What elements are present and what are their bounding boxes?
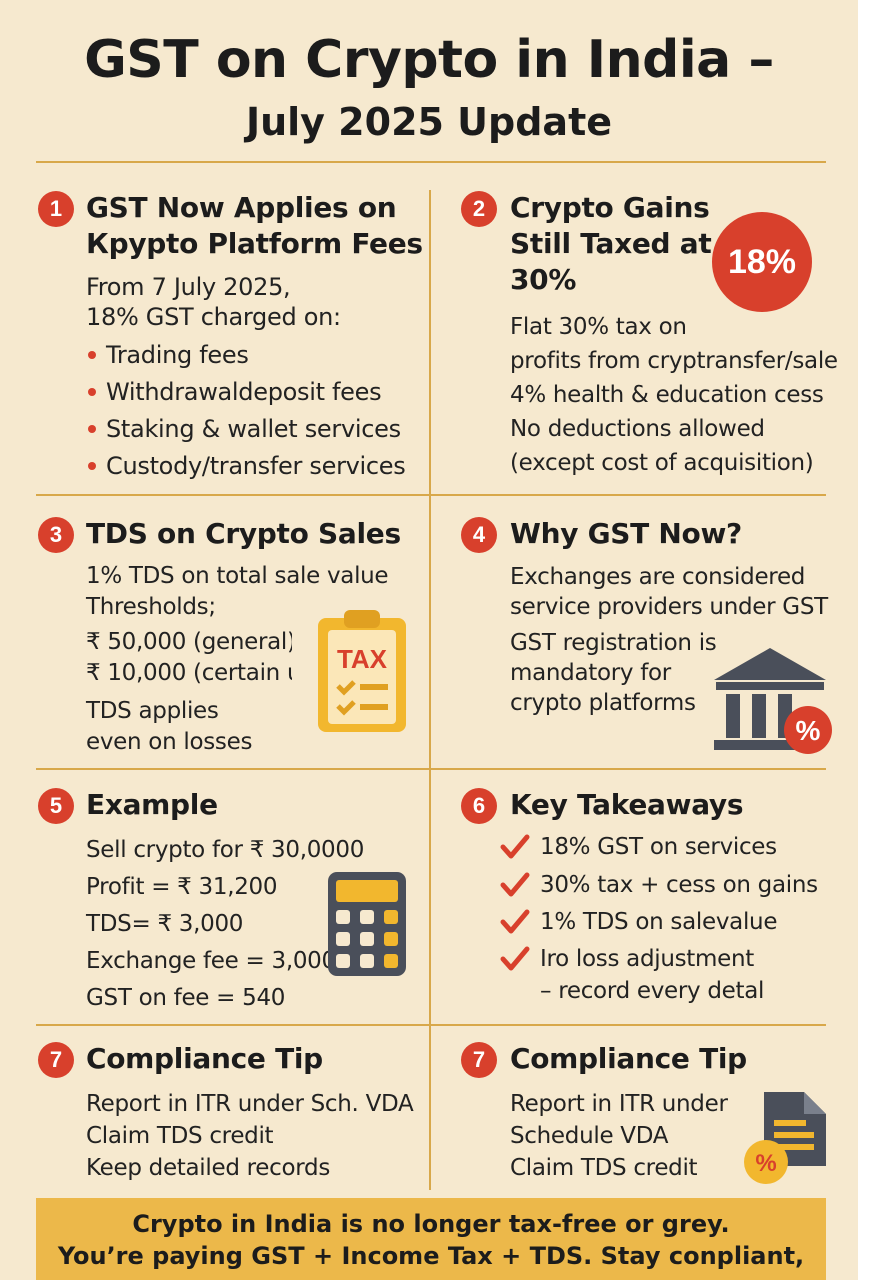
- section-number-badge: 2: [461, 191, 497, 227]
- section-heading: Why GST Now?: [510, 517, 742, 550]
- svg-text:%: %: [755, 1150, 776, 1177]
- section-heading: Compliance Tip: [510, 1042, 747, 1075]
- check-icon: [500, 834, 530, 859]
- bullet-dot: [88, 462, 96, 470]
- section-heading: Crypto Gains Still Taxed at 30%: [510, 191, 712, 296]
- section-body: Report in ITR under Sch. VDA Claim TDS c…: [86, 1091, 414, 1181]
- footer-line-1: Crypto in India is no longer tax-free or…: [132, 1210, 730, 1238]
- section-body-top: 1% TDS on total sale value Thresholds;: [86, 563, 389, 620]
- divider-row-2: [36, 768, 826, 770]
- section-heading: Key Takeaways: [510, 788, 744, 821]
- section-body: Flat 30% tax on profits from cryptransfe…: [510, 314, 838, 476]
- gst-rate-label: 18%: [727, 243, 797, 281]
- section-heading: Example: [86, 788, 218, 821]
- divider-row-3: [36, 1024, 826, 1026]
- title-line-1: GST on Crypto in India –: [84, 30, 774, 90]
- takeaway-continuation: – record every detal: [540, 978, 765, 1004]
- section-body: Sell crypto for ₹ 30,0000 Profit = ₹ 31,…: [86, 837, 365, 1011]
- takeaway-item: 1% TDS on salevalue: [540, 909, 778, 935]
- tax-label: TAX: [337, 644, 388, 674]
- section-number-badge: 3: [38, 517, 74, 553]
- section-heading: Compliance Tip: [86, 1042, 323, 1075]
- bullet-item: Custody/transfer services: [106, 452, 406, 480]
- section-number-badge: 7: [461, 1042, 497, 1078]
- clipboard-tax-icon: TAX: [318, 610, 406, 732]
- bullet-item: Withdrawaldeposit fees: [106, 378, 382, 406]
- document-percent-icon: %: [744, 1092, 826, 1184]
- section-number-badge: 6: [461, 788, 497, 824]
- section-heading: TDS on Crypto Sales: [86, 517, 401, 550]
- divider-center: [429, 190, 431, 1190]
- check-icon: [500, 909, 530, 934]
- gst-rate-badge: 18%: [712, 212, 812, 312]
- section-thresholds: ₹ 50,000 (general) ₹ 10,000 (certain usc: [86, 629, 292, 686]
- bullet-dot: [88, 388, 96, 396]
- section-body: Report in ITR under Schedule VDA Claim T…: [510, 1091, 728, 1181]
- footer-line-2: You’re paying GST + Income Tax + TDS. St…: [57, 1242, 805, 1270]
- section-intro: From 7 July 2025, 18% GST charged on:: [86, 273, 341, 331]
- takeaway-item: 30% tax + cess on gains: [540, 872, 818, 898]
- section-heading: GST Now Applies on Крypto Platform Fees: [86, 191, 423, 260]
- footer-banner: Crypto in India is no longer tax-free or…: [36, 1198, 826, 1280]
- section-body-2: GST registration is mandatory for crypto…: [510, 630, 717, 716]
- takeaway-item: 18% GST on services: [540, 834, 777, 860]
- check-icon: [500, 872, 530, 897]
- title-line-2: July 2025 Update: [245, 100, 613, 144]
- svg-text:%: %: [796, 715, 821, 746]
- divider-row-1: [36, 494, 826, 496]
- section-number-badge: 5: [38, 788, 74, 824]
- divider-title: [36, 161, 826, 163]
- check-icon: [500, 946, 530, 971]
- bullet-dot: [88, 351, 96, 359]
- bullet-item: Trading fees: [106, 341, 249, 369]
- bullet-item: Staking & wallet services: [106, 415, 401, 443]
- calculator-icon: [328, 872, 406, 976]
- takeaway-item: Iro loss adjustment: [540, 946, 754, 972]
- section-number-badge: 7: [38, 1042, 74, 1078]
- bullet-dot: [88, 425, 96, 433]
- section-number-badge: 1: [38, 191, 74, 227]
- bank-percent-icon: %: [714, 648, 832, 754]
- section-body: Exchanges are considered service provide…: [510, 564, 828, 620]
- section-number-badge: 4: [461, 517, 497, 553]
- section-body-bottom: TDS applies even on losses: [86, 698, 253, 755]
